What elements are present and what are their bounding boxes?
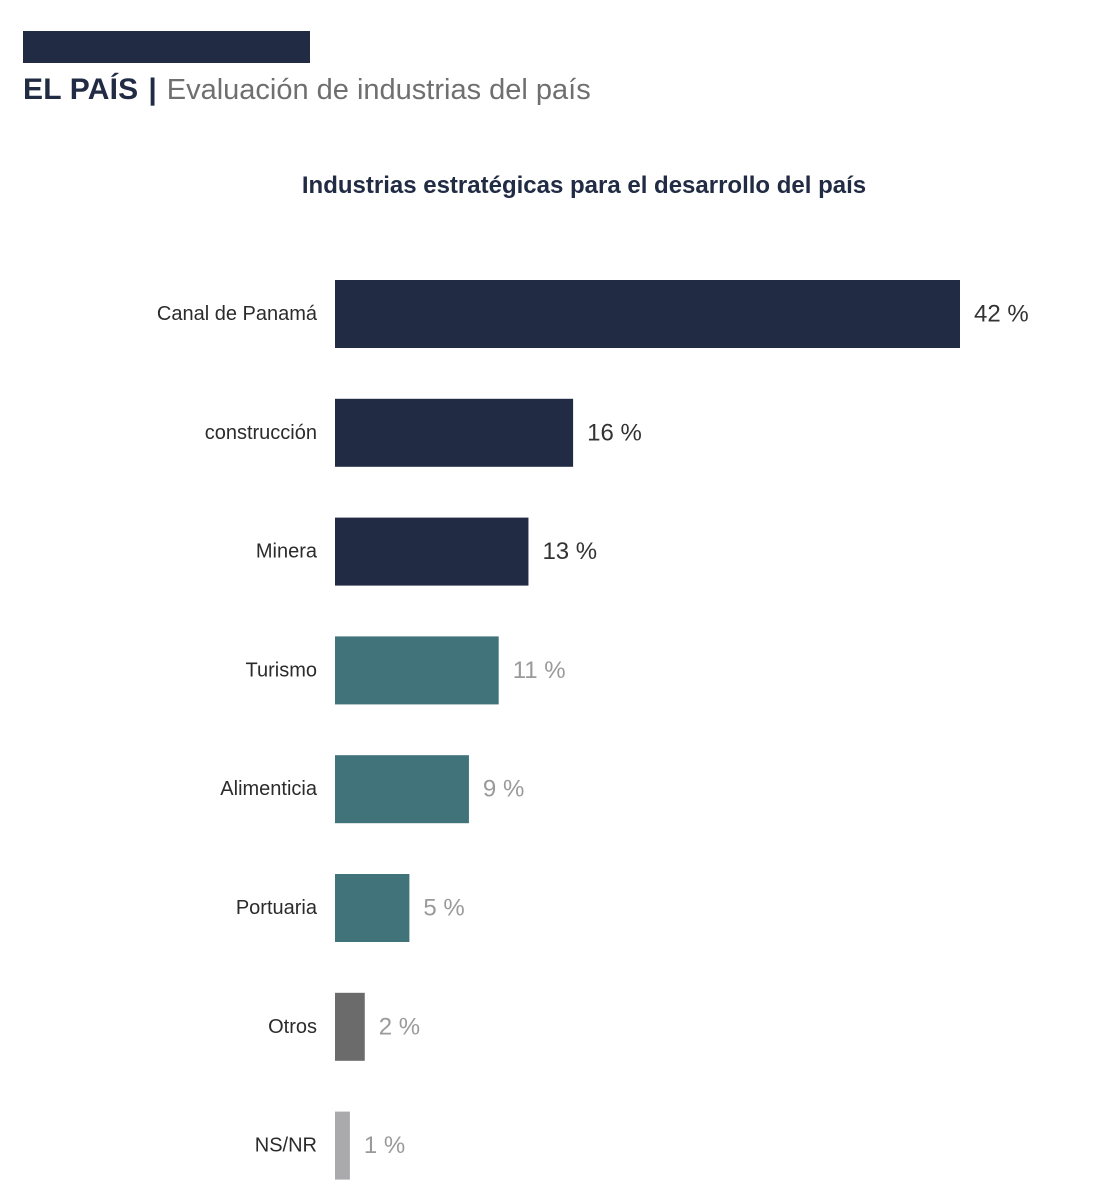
bar [335, 874, 410, 942]
category-label: Canal de Panamá [157, 303, 318, 325]
category-label: NS/NR [255, 1135, 317, 1157]
bar [335, 517, 529, 586]
value-label: 42 % [974, 301, 1029, 328]
category-label: Otros [268, 1016, 317, 1038]
page-header: EL PAÍS | Evaluación de industrias del p… [23, 68, 591, 112]
category-label: Portuaria [236, 897, 318, 919]
bar [335, 1111, 350, 1180]
chart-title: Industrias estratégicas para el desarrol… [301, 172, 867, 199]
bar [335, 398, 574, 467]
bar [335, 755, 469, 824]
value-label: 2 % [379, 1013, 420, 1040]
bar [335, 636, 499, 705]
value-label: 5 % [423, 895, 464, 922]
category-label: Turismo [246, 659, 317, 681]
header-accent-bar [23, 31, 310, 63]
value-label: 9 % [483, 776, 524, 803]
header-subtitle: Evaluación de industrias del país [166, 73, 591, 106]
bar [335, 280, 960, 348]
value-label: 16 % [587, 419, 642, 446]
category-label: Minera [256, 541, 318, 563]
brand-name: EL PAÍS [23, 73, 139, 106]
value-label: 11 % [513, 657, 566, 684]
header-separator: | [148, 73, 157, 106]
value-label: 13 % [542, 538, 597, 565]
bar [335, 992, 365, 1061]
category-label: Alimenticia [220, 778, 318, 800]
value-label: 1 % [364, 1132, 405, 1159]
category-label: construcción [205, 422, 317, 444]
